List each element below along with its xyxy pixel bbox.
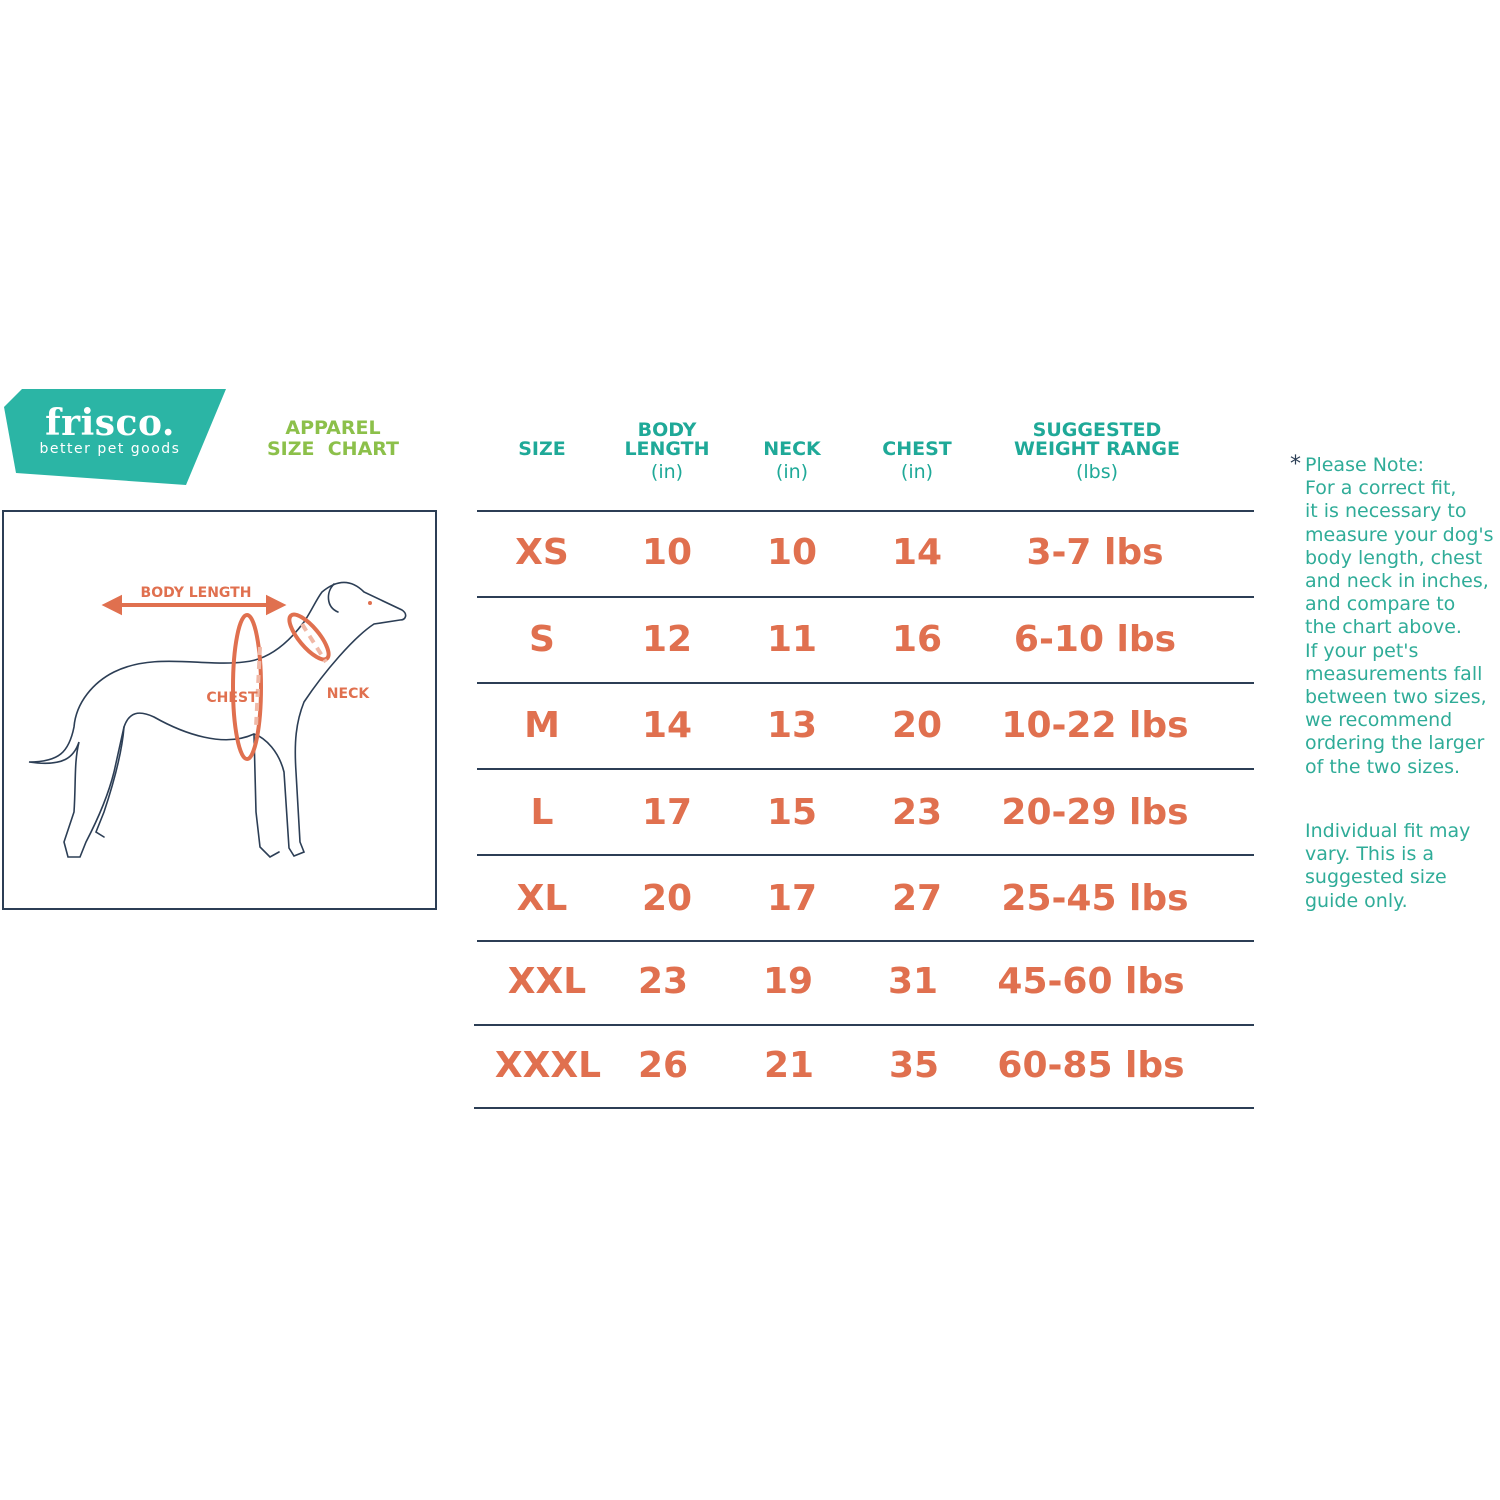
- note-line: and neck in inches,: [1305, 570, 1489, 592]
- cell-chest: 20: [891, 705, 943, 746]
- cell-chest: 23: [891, 792, 943, 833]
- note-line: ordering the larger: [1305, 732, 1485, 755]
- measurement-diagram: BODY LENGTH CHEST NECK: [2, 510, 437, 910]
- neck-label: NECK: [327, 686, 371, 702]
- header-unit-body-length: (in): [650, 461, 684, 483]
- cell-neck: 15: [766, 792, 818, 833]
- note-line: For a correct fit,: [1305, 477, 1457, 500]
- cell-weight-range: 6-10 lbs: [1013, 619, 1177, 660]
- note-line: body length, chest: [1305, 546, 1483, 569]
- header-size: SIZE: [518, 438, 566, 460]
- row-divider: [477, 596, 1254, 598]
- row-divider: [477, 854, 1254, 856]
- note-asterisk: *: [1290, 452, 1301, 477]
- cell-weight-range: 3-7 lbs: [1026, 532, 1164, 573]
- row-divider: [474, 1024, 1254, 1026]
- note-line: Please Note:: [1305, 454, 1425, 476]
- note-line: the chart above.: [1305, 616, 1462, 639]
- header-unit-neck: (in): [775, 461, 809, 483]
- body-length-label: BODY LENGTH: [141, 585, 252, 601]
- cell-size: M: [524, 705, 560, 746]
- disclaimer-line: guide only.: [1305, 889, 1408, 912]
- cell-weight-range: 20-29 lbs: [1001, 792, 1189, 833]
- row-divider: [477, 510, 1254, 512]
- cell-size: L: [530, 792, 554, 833]
- cell-body-length: 20: [641, 878, 693, 919]
- dog-illustration: BODY LENGTH CHEST NECK: [28, 581, 407, 858]
- note-line: If your pet's: [1305, 639, 1419, 662]
- note-line: between two sizes,: [1305, 686, 1487, 708]
- cell-size: XXL: [507, 961, 587, 1002]
- cell-body-length: 23: [637, 961, 689, 1002]
- cell-weight-range: 60-85 lbs: [997, 1045, 1185, 1086]
- row-divider: [477, 768, 1254, 770]
- note-line: measure your dog's: [1305, 523, 1494, 546]
- cell-neck: 11: [766, 619, 818, 660]
- cell-chest: 16: [891, 619, 943, 660]
- row-divider: [474, 1107, 1254, 1109]
- cell-body-length: 10: [641, 532, 693, 573]
- brand-logo-badge: [4, 389, 226, 485]
- brand-name: frisco.: [45, 402, 175, 444]
- brand-tagline: better pet goods: [39, 441, 181, 457]
- header-body-length: BODY: [637, 419, 697, 441]
- note-line: it is necessary to: [1305, 500, 1467, 523]
- cell-weight-range: 45-60 lbs: [997, 961, 1185, 1002]
- disclaimer-line: vary. This is a: [1305, 843, 1435, 866]
- header-body-length: LENGTH: [624, 438, 710, 460]
- cell-chest: 31: [887, 961, 939, 1002]
- row-divider: [477, 682, 1254, 684]
- note-line: measurements fall: [1305, 662, 1483, 685]
- disclaimer-line: Individual fit may: [1305, 820, 1471, 842]
- cell-size: XL: [516, 878, 568, 919]
- cell-body-length: 14: [641, 705, 693, 746]
- chart-title: APPAREL SIZE CHART: [258, 418, 408, 460]
- cell-neck: 10: [766, 532, 818, 573]
- disclaimer-line: suggested size: [1305, 866, 1447, 889]
- note-line: and compare to: [1305, 593, 1456, 616]
- header-chest: CHEST: [882, 438, 952, 460]
- header-weight-range: WEIGHT RANGE: [1014, 438, 1180, 460]
- cell-body-length: 17: [641, 792, 693, 833]
- cell-weight-range: 25-45 lbs: [1001, 878, 1189, 919]
- cell-chest: 27: [891, 878, 943, 919]
- header-neck: NECK: [763, 438, 821, 460]
- cell-size: S: [529, 619, 555, 660]
- cell-size: XXXL: [494, 1045, 602, 1086]
- cell-neck: 19: [762, 961, 814, 1002]
- chest-label: CHEST: [206, 690, 258, 706]
- cell-chest: 35: [888, 1045, 940, 1086]
- cell-body-length: 26: [637, 1045, 689, 1086]
- header-unit-chest: (in): [900, 461, 934, 483]
- header-weight-range: SUGGESTED: [1032, 419, 1162, 441]
- note-line: we recommend: [1305, 709, 1453, 732]
- cell-chest: 14: [891, 532, 943, 573]
- cell-size: XS: [515, 532, 569, 573]
- cell-neck: 13: [766, 705, 818, 746]
- cell-body-length: 12: [641, 619, 693, 660]
- chart-title-line1: APPAREL: [285, 417, 381, 439]
- cell-neck: 17: [766, 878, 818, 919]
- cell-neck: 21: [763, 1045, 815, 1086]
- row-divider: [477, 940, 1254, 942]
- header-unit-weight-range: (lbs): [1075, 461, 1119, 483]
- cell-weight-range: 10-22 lbs: [1001, 705, 1189, 746]
- note-line: of the two sizes.: [1305, 755, 1461, 778]
- chart-title-line2: SIZE CHART: [266, 438, 400, 460]
